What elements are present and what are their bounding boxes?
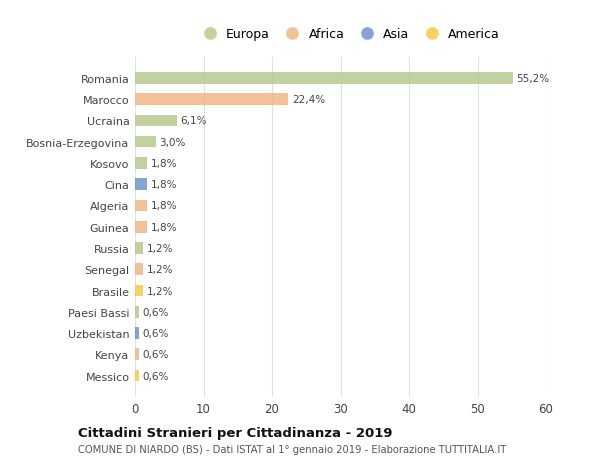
Text: 1,2%: 1,2% bbox=[146, 243, 173, 253]
Text: 1,8%: 1,8% bbox=[151, 201, 177, 211]
Bar bbox=[135, 349, 139, 360]
Text: 1,8%: 1,8% bbox=[151, 158, 177, 168]
Bar bbox=[135, 73, 513, 84]
Text: 3,0%: 3,0% bbox=[159, 137, 185, 147]
Bar bbox=[135, 221, 148, 233]
Bar bbox=[135, 285, 143, 297]
Text: Cittadini Stranieri per Cittadinanza - 2019: Cittadini Stranieri per Cittadinanza - 2… bbox=[78, 426, 392, 439]
Legend: Europa, Africa, Asia, America: Europa, Africa, Asia, America bbox=[193, 23, 505, 46]
Bar bbox=[135, 264, 143, 275]
Bar bbox=[135, 179, 148, 190]
Bar bbox=[135, 306, 139, 318]
Text: 22,4%: 22,4% bbox=[292, 95, 325, 105]
Bar bbox=[135, 136, 155, 148]
Bar bbox=[135, 94, 289, 106]
Text: 1,2%: 1,2% bbox=[146, 286, 173, 296]
Bar bbox=[135, 115, 177, 127]
Text: COMUNE DI NIARDO (BS) - Dati ISTAT al 1° gennaio 2019 - Elaborazione TUTTITALIA.: COMUNE DI NIARDO (BS) - Dati ISTAT al 1°… bbox=[78, 444, 506, 454]
Bar bbox=[135, 158, 148, 169]
Text: 1,8%: 1,8% bbox=[151, 222, 177, 232]
Text: 55,2%: 55,2% bbox=[517, 73, 550, 84]
Text: 0,6%: 0,6% bbox=[143, 350, 169, 359]
Text: 0,6%: 0,6% bbox=[143, 328, 169, 338]
Text: 1,8%: 1,8% bbox=[151, 180, 177, 190]
Text: 0,6%: 0,6% bbox=[143, 307, 169, 317]
Text: 0,6%: 0,6% bbox=[143, 371, 169, 381]
Text: 6,1%: 6,1% bbox=[180, 116, 207, 126]
Bar bbox=[135, 200, 148, 212]
Bar bbox=[135, 370, 139, 381]
Bar bbox=[135, 243, 143, 254]
Text: 1,2%: 1,2% bbox=[146, 265, 173, 274]
Bar bbox=[135, 327, 139, 339]
